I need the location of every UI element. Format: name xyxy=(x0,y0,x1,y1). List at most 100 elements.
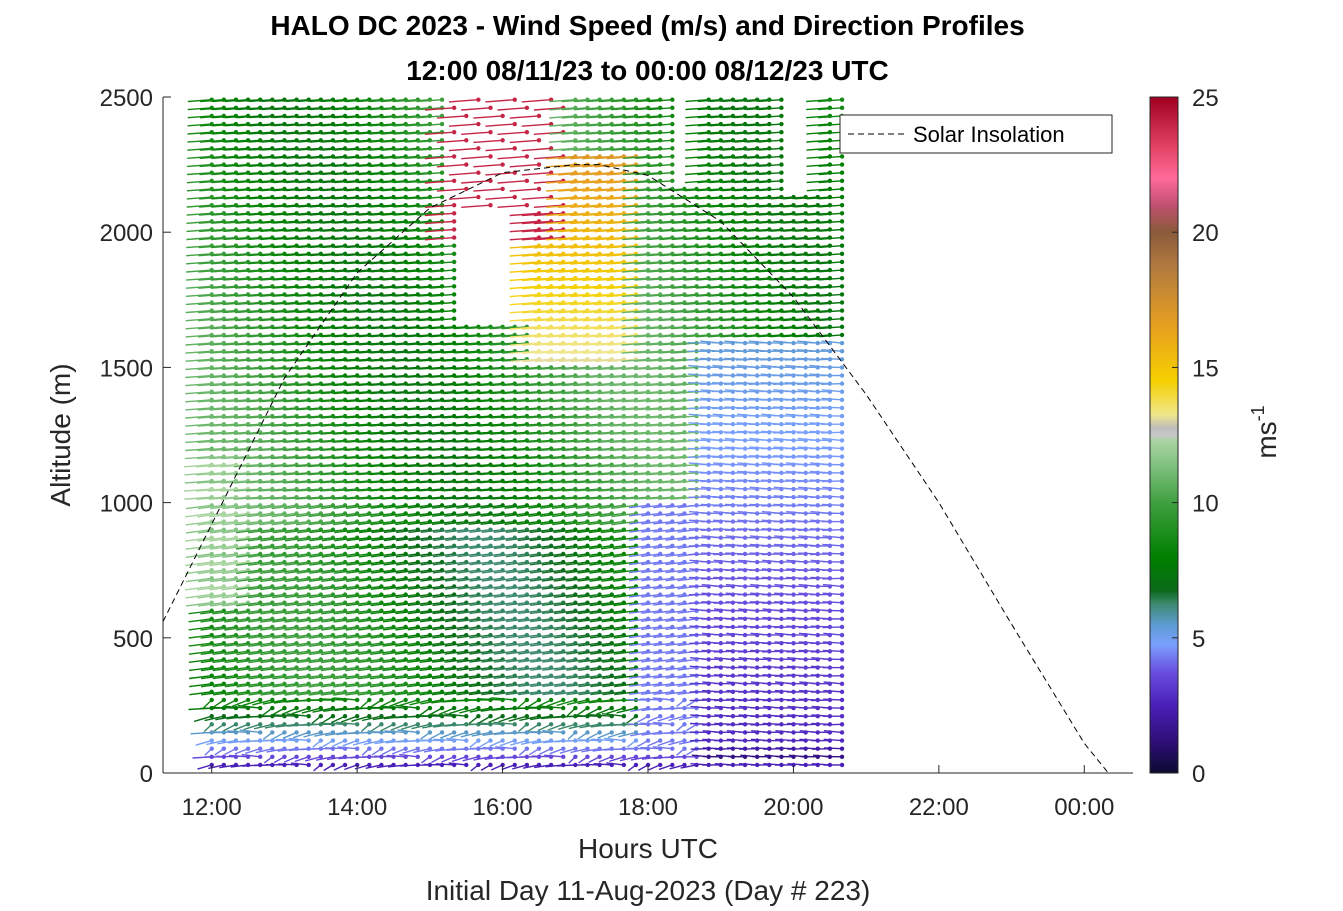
wind-barb xyxy=(222,504,249,510)
wind-barb xyxy=(197,528,224,534)
wind-barb xyxy=(210,342,237,346)
wind-barb xyxy=(273,228,297,232)
wind-barb-dot xyxy=(379,746,384,751)
wind-barb-dot xyxy=(561,697,566,703)
wind-barb xyxy=(285,220,309,224)
wind-barb xyxy=(185,504,212,510)
wind-barb xyxy=(260,666,285,672)
wind-barb xyxy=(233,496,261,500)
wind-barb xyxy=(260,220,285,224)
wind-barb-dot xyxy=(573,722,578,727)
wind-barb xyxy=(271,431,297,435)
wind-barb xyxy=(212,706,236,709)
wind-barb xyxy=(214,731,236,734)
wind-barb-dot xyxy=(403,697,408,703)
wind-barb-dot xyxy=(451,705,457,711)
wind-barb xyxy=(259,309,285,314)
wind-barb-dot xyxy=(306,730,311,735)
wind-barb xyxy=(210,350,237,354)
wind-barb-dot xyxy=(245,697,251,703)
wind-barb xyxy=(273,180,297,184)
wind-barb-dot xyxy=(451,259,457,265)
wind-barb xyxy=(197,561,224,567)
wind-barb xyxy=(228,739,249,744)
wind-barb xyxy=(219,764,237,769)
wind-barb xyxy=(186,220,212,224)
wind-barb-dot xyxy=(209,697,214,703)
wind-barb xyxy=(224,107,249,111)
wind-barb xyxy=(271,382,297,387)
wind-barb xyxy=(260,601,285,607)
wind-barb xyxy=(236,666,261,672)
wind-barb xyxy=(200,610,224,615)
wind-barb xyxy=(247,326,273,330)
wind-barb xyxy=(264,723,285,729)
wind-barb xyxy=(273,107,297,111)
wind-barb-dot xyxy=(524,722,530,727)
wind-barb-dot xyxy=(476,170,481,175)
wind-barb xyxy=(221,520,249,526)
wind-barb xyxy=(234,366,261,370)
wind-barb xyxy=(272,634,297,639)
wind-barb xyxy=(189,674,212,680)
wind-barb xyxy=(210,528,237,534)
wind-barb xyxy=(261,180,285,184)
wind-barb xyxy=(185,391,212,395)
wind-barb-dot xyxy=(585,754,590,759)
wind-barb xyxy=(271,439,297,443)
wind-barb xyxy=(210,318,237,322)
wind-barb xyxy=(244,747,261,755)
wind-barb xyxy=(199,172,224,176)
wind-barb xyxy=(197,318,224,322)
wind-barb xyxy=(271,399,297,403)
wind-barb-dot xyxy=(488,762,493,768)
wind-barb xyxy=(260,301,285,305)
wind-barb xyxy=(248,212,273,216)
wind-barb xyxy=(200,683,224,688)
wind-barb xyxy=(260,577,285,583)
wind-barb xyxy=(212,634,237,639)
wind-barb xyxy=(211,212,237,216)
wind-barb xyxy=(305,756,321,762)
wind-barb xyxy=(284,577,309,583)
wind-barb xyxy=(224,642,249,647)
wind-barb xyxy=(185,277,212,281)
wind-barb-dot xyxy=(415,722,420,727)
wind-barb xyxy=(212,658,237,664)
wind-barb xyxy=(223,212,249,216)
wind-barb xyxy=(273,147,297,151)
wind-barb xyxy=(198,285,224,289)
wind-barb xyxy=(224,674,249,680)
wind-barb xyxy=(200,634,224,639)
wind-barb xyxy=(283,407,309,411)
wind-barb xyxy=(248,634,273,639)
wind-barb xyxy=(188,642,212,647)
wind-barb xyxy=(296,642,321,647)
wind-barb-dot xyxy=(209,738,214,743)
wind-barb xyxy=(222,334,249,338)
wind-barbs xyxy=(183,97,845,772)
wind-barb xyxy=(189,683,212,688)
wind-barb xyxy=(285,269,309,273)
wind-barb xyxy=(197,512,224,518)
wind-barb xyxy=(272,666,297,672)
wind-barb xyxy=(223,253,249,257)
wind-barb-dot xyxy=(209,722,214,727)
wind-barb xyxy=(246,439,273,443)
wind-barb xyxy=(210,301,237,306)
wind-barb-dot xyxy=(573,705,578,711)
wind-barb xyxy=(284,309,309,314)
wind-barb xyxy=(235,285,261,289)
wind-barb-dot xyxy=(488,738,493,743)
wind-barb xyxy=(199,196,224,200)
wind-barb xyxy=(259,520,285,526)
wind-barb-dot xyxy=(573,697,578,703)
wind-barb xyxy=(283,520,309,526)
wind-barb xyxy=(233,464,261,468)
wind-barb xyxy=(221,537,249,542)
wind-barb xyxy=(197,415,224,419)
wind-barb xyxy=(260,634,285,639)
wind-barb xyxy=(248,553,273,558)
wind-barb xyxy=(233,480,261,484)
wind-barb-dot xyxy=(451,251,457,257)
